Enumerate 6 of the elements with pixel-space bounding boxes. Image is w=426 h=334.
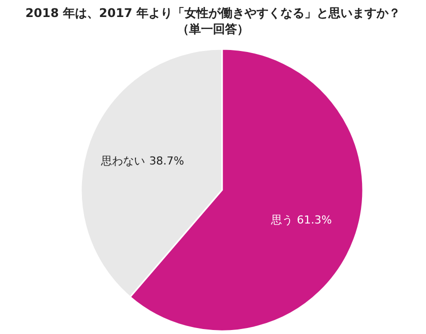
data-label: 38.7% [149, 154, 184, 168]
slice-label: 思わない [100, 154, 146, 168]
chart-subtitle: （単一回答） [177, 22, 249, 36]
data-label: 61.3% [296, 213, 332, 226]
slice-label: 思う [270, 213, 293, 226]
chart-title: 2018 年は、2017 年より「女性が働きやすくなる」と思いますか？ [25, 6, 401, 20]
